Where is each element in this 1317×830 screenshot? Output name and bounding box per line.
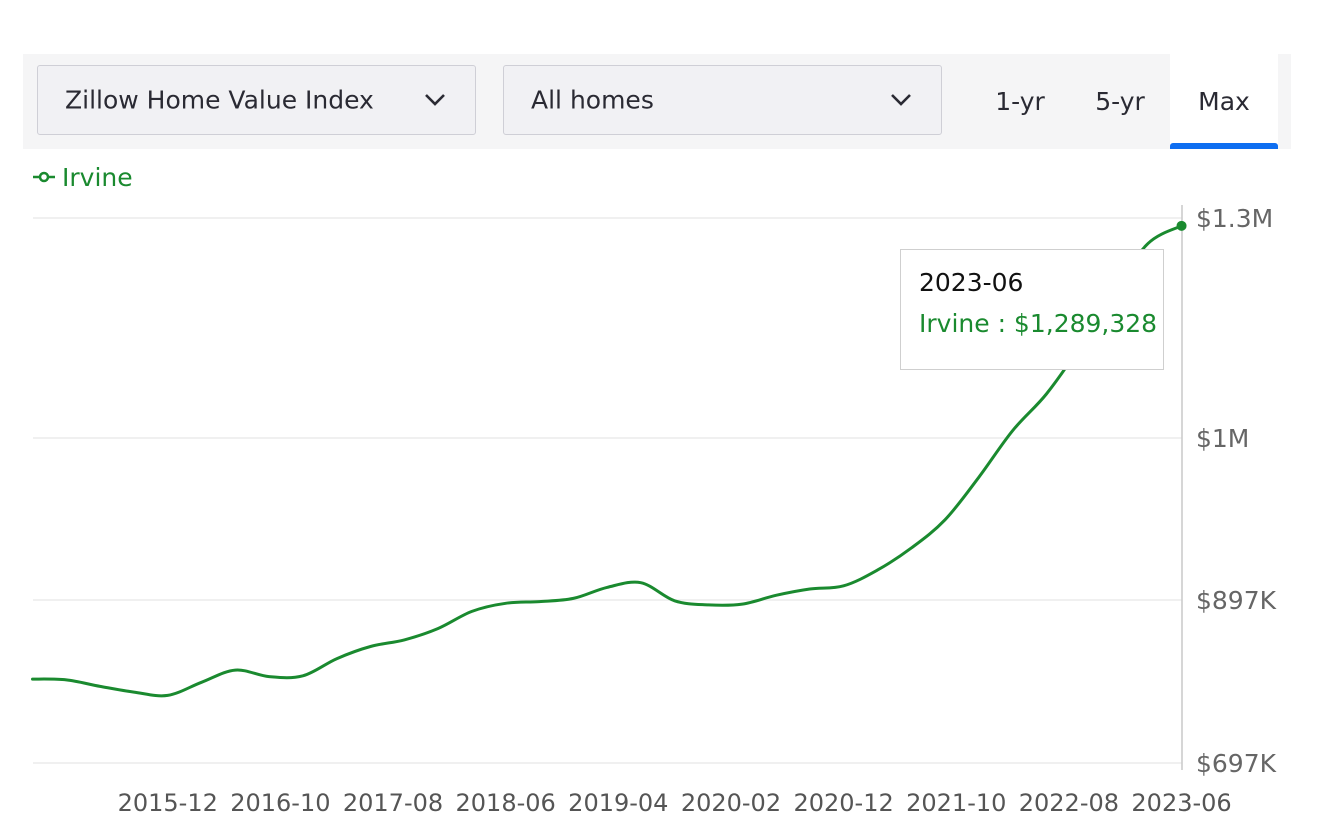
tab-1-yr[interactable]: 1-yr [970, 54, 1070, 149]
chart-toolbar: Zillow Home Value Index All homes 1-yr 5… [23, 54, 1291, 149]
tooltip-value: Irvine : $1,289,328 [919, 309, 1158, 338]
x-tick-label: 2018-06 [456, 789, 556, 817]
x-tick-label: 2015-12 [118, 789, 218, 817]
home-type-select[interactable]: All homes [503, 65, 942, 135]
y-tick-label: $1.3M [1196, 204, 1273, 233]
legend-series-label: Irvine [62, 162, 133, 192]
y-tick-label: $897K [1196, 586, 1277, 615]
tab-label: 5-yr [1095, 87, 1145, 116]
x-tick-label: 2016-10 [230, 789, 330, 817]
chart-tooltip: 2023-06 Irvine : $1,289,328 [900, 249, 1164, 370]
grid-layer [33, 217, 1182, 764]
x-tick-label: 2022-08 [1019, 789, 1119, 817]
x-tick-label: 2023-06 [1131, 789, 1231, 817]
x-tick-label: 2021-10 [906, 789, 1006, 817]
metric-select-label: Zillow Home Value Index [65, 85, 374, 115]
tab-label: Max [1198, 87, 1250, 116]
x-tick-label: 2020-02 [681, 789, 781, 817]
x-tick-label: 2017-08 [343, 789, 443, 817]
chart-legend[interactable]: Irvine [32, 160, 133, 194]
y-axis-labels: $697K $897K $1M $1.3M [1196, 204, 1277, 778]
tab-label: 1-yr [995, 87, 1045, 116]
x-tick-label: 2020-12 [793, 789, 893, 817]
metric-select[interactable]: Zillow Home Value Index [37, 65, 476, 135]
home-type-select-label: All homes [531, 85, 654, 115]
active-tab-indicator [1170, 143, 1278, 149]
x-axis-labels: 2015-12 2016-10 2017-08 2018-06 2019-04 2020-… [118, 789, 1232, 817]
tab-max[interactable]: Max [1170, 54, 1278, 149]
tab-5-yr[interactable]: 5-yr [1070, 54, 1170, 149]
y-tick-label: $1M [1196, 424, 1249, 453]
tooltip-date: 2023-06 [919, 268, 1024, 297]
legend-line-marker-icon [33, 171, 55, 183]
hovered-data-point [1176, 220, 1187, 231]
series-line-irvine [31, 224, 1183, 698]
y-tick-label: $697K [1196, 749, 1277, 778]
chevron-down-icon [891, 94, 911, 106]
chevron-down-icon [425, 94, 445, 106]
x-tick-label: 2019-04 [568, 789, 668, 817]
